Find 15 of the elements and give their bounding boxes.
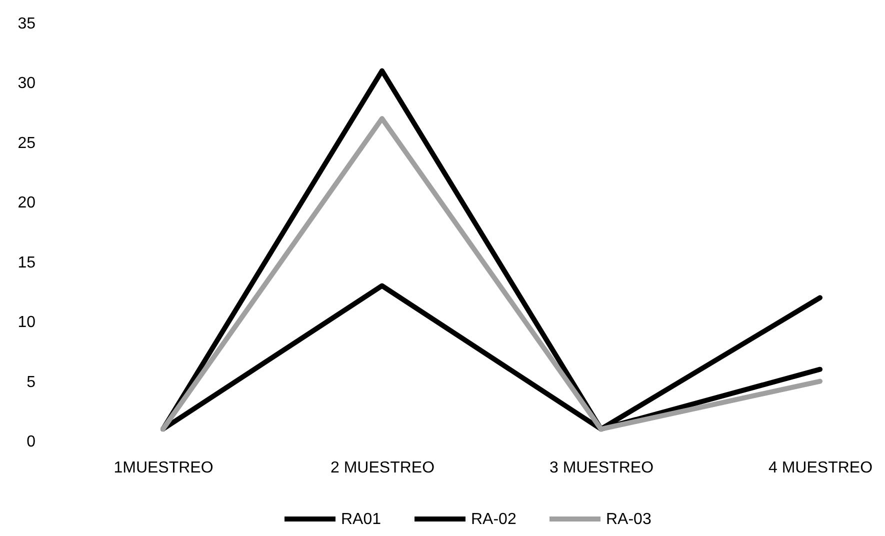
x-tick-label: 3 MUESTREO (549, 460, 654, 476)
y-tick-label: 20 (18, 194, 36, 212)
legend-label: RA-02 (471, 511, 516, 528)
y-tick-label: 5 (26, 374, 36, 391)
x-tick-label: 1MUESTREO (114, 460, 214, 476)
legend-label: RA-03 (606, 511, 652, 528)
y-tick-label: 25 (18, 134, 36, 152)
y-tick-label: 10 (18, 314, 36, 332)
y-tick-label: 35 (18, 16, 36, 32)
x-tick-label: 2 MUESTREO (330, 460, 435, 476)
y-tick-label: 30 (18, 75, 36, 92)
x-tick-label: 4 MUESTREO (768, 460, 873, 476)
y-tick-label: 15 (18, 254, 36, 272)
legend-label: RA01 (341, 511, 382, 528)
y-tick-label: 0 (26, 434, 36, 450)
